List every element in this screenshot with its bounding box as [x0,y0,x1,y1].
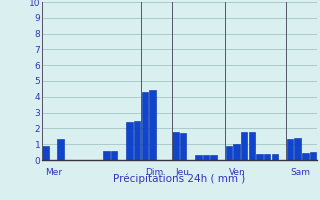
Bar [126,122,133,160]
Bar [111,151,117,160]
Bar [233,144,240,160]
Bar [249,132,255,160]
Bar [264,154,270,160]
X-axis label: Précipitations 24h ( mm ): Précipitations 24h ( mm ) [113,174,245,184]
Bar [103,151,110,160]
Bar [302,153,308,160]
Bar [141,92,148,160]
Bar [271,154,278,160]
Text: Dim: Dim [145,168,163,177]
Bar [58,139,64,160]
Bar [310,152,316,160]
Bar [172,132,179,160]
Bar [287,139,293,160]
Bar [42,146,49,160]
Bar [134,120,140,160]
Bar [203,155,209,160]
Bar [294,138,301,160]
Bar [210,155,217,160]
Bar [241,132,247,160]
Text: Mer: Mer [45,168,62,177]
Bar [195,155,202,160]
Bar [180,133,186,160]
Text: Ven: Ven [229,168,246,177]
Text: Jeu: Jeu [175,168,189,177]
Text: Sam: Sam [290,168,310,177]
Bar [149,90,156,160]
Bar [226,146,232,160]
Bar [256,154,263,160]
